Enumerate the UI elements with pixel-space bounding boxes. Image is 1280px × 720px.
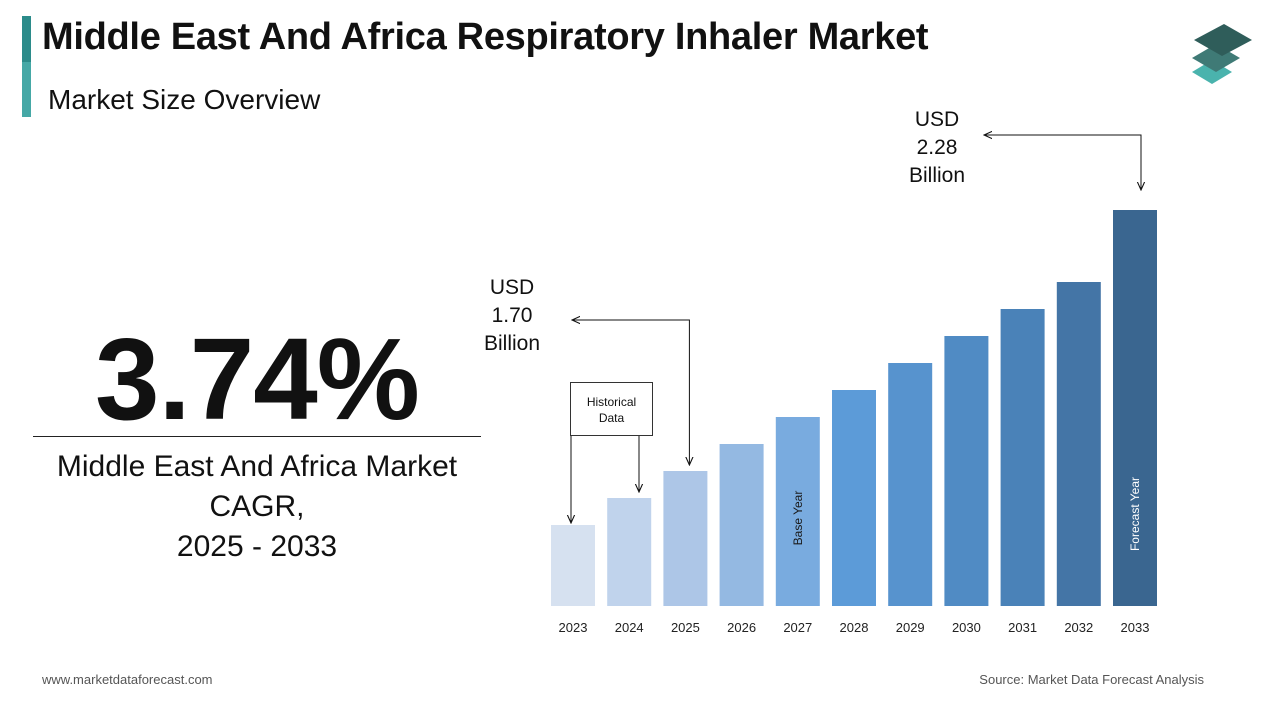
bar-2028	[832, 390, 876, 606]
stacked-layers-icon	[1192, 24, 1252, 84]
callout-value-label: 2.28	[917, 136, 958, 159]
logo-layer-top	[1194, 24, 1252, 56]
accent-bar-bottom	[22, 62, 31, 117]
callout-value-label: USD	[915, 108, 959, 131]
x-tick-label: 2023	[559, 620, 588, 635]
historical-data-box	[570, 382, 653, 436]
cagr-value: 3.74%	[95, 314, 420, 444]
bar-2032	[1056, 282, 1101, 606]
bar-2026	[719, 444, 764, 606]
cagr-divider	[33, 436, 481, 437]
cagr-label-line: Middle East And Africa Market	[56, 450, 458, 483]
bar-2033	[1113, 210, 1157, 606]
callout-value-label: Billion	[909, 164, 965, 187]
page-title: Middle East And Africa Respiratory Inhal…	[42, 16, 929, 58]
bar-2029	[888, 363, 933, 606]
x-tick-label: 2031	[1008, 620, 1037, 635]
page-subtitle: Market Size Overview	[48, 84, 321, 115]
historical-data-label: Data	[599, 411, 625, 425]
x-tick-label: 2028	[840, 620, 869, 635]
callout-arrow	[984, 135, 1141, 190]
bar-2031	[1000, 309, 1045, 606]
callout-value-label: 1.70	[492, 304, 533, 327]
accent-bar-top	[22, 16, 31, 62]
x-tick-label: 2026	[727, 620, 756, 635]
footer-website: www.marketdataforecast.com	[42, 672, 213, 687]
cagr-label-line: 2025 - 2033	[176, 530, 338, 563]
bar-2025	[663, 471, 708, 606]
historical-data-label: Historical	[587, 395, 636, 409]
bar-inner-label: Forecast Year	[1128, 477, 1142, 551]
footer-source: Source: Market Data Forecast Analysis	[979, 672, 1204, 687]
x-tick-label: 2024	[615, 620, 644, 635]
x-tick-label: 2029	[896, 620, 925, 635]
cagr-label-line: CAGR,	[209, 490, 305, 523]
x-tick-label: 2025	[671, 620, 700, 635]
bar-2030	[944, 336, 989, 606]
bar-2023	[551, 525, 595, 606]
cagr-label: Middle East And Africa Market CAGR, 2025…	[32, 447, 482, 567]
bar-2027	[775, 417, 820, 606]
bar-2024	[607, 498, 652, 606]
x-tick-label: 2033	[1121, 620, 1150, 635]
x-tick-label: 2027	[783, 620, 812, 635]
x-tick-label: 2030	[952, 620, 981, 635]
callout-value-label: Billion	[484, 332, 540, 355]
bar-inner-label: Base Year	[791, 491, 805, 546]
callout-value-label: USD	[490, 276, 534, 299]
title-accent-bar	[22, 16, 31, 117]
x-tick-label: 2032	[1064, 620, 1093, 635]
callout-arrow	[572, 320, 689, 465]
